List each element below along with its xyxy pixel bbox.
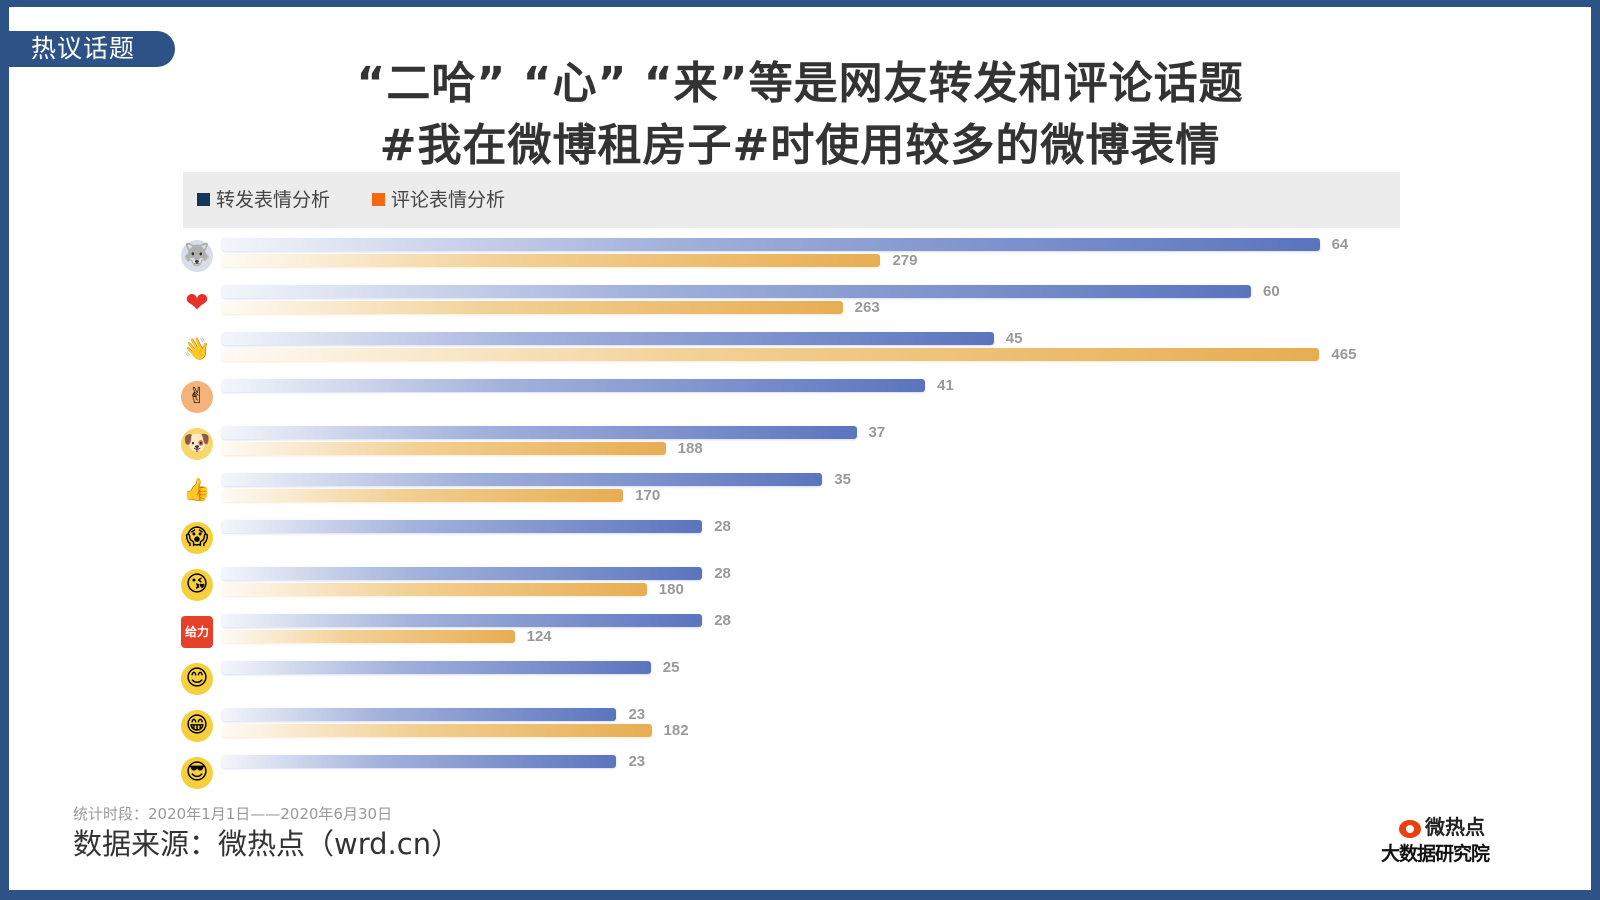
chart-row: 😘 28 180 xyxy=(9,565,1591,611)
data-source: 数据来源：微热点（wrd.cn） xyxy=(73,827,461,861)
legend-item-repost: 转发表情分析 xyxy=(197,172,330,228)
love-you-emoji-icon: 😘 xyxy=(181,569,213,601)
repost-bar xyxy=(222,520,703,533)
comment-value: 182 xyxy=(663,722,689,739)
repost-value: 23 xyxy=(628,753,646,770)
legend-swatch-repost-icon xyxy=(197,192,210,206)
repost-bar xyxy=(222,661,651,674)
chart-title-line2: #我在微博租房子#时使用较多的微博表情 xyxy=(379,120,1221,171)
comment-value: 180 xyxy=(658,581,684,598)
chart-row: 😁 23 182 xyxy=(9,706,1591,752)
comment-value: 465 xyxy=(1331,346,1357,363)
repost-value: 28 xyxy=(714,518,731,535)
repost-bar xyxy=(222,426,857,439)
comment-bar xyxy=(222,442,666,455)
repost-value: 28 xyxy=(714,565,731,582)
repost-value: 25 xyxy=(662,659,680,676)
comment-bar xyxy=(222,489,624,502)
geili-emoji-icon: 给力 xyxy=(181,616,213,648)
comment-bar xyxy=(222,583,647,596)
chart-row: ✌ 41 xyxy=(9,377,1591,423)
thumbs-up-emoji-icon: 👍 xyxy=(183,478,211,503)
chart-row: 😎 23 xyxy=(9,753,1591,799)
come-hand-emoji-icon: 👋 xyxy=(183,337,211,362)
repost-value: 23 xyxy=(628,706,646,723)
shocked-emoji-icon: 😱 xyxy=(181,522,213,554)
section-tag: 热议话题 xyxy=(9,31,175,67)
chart-row: 😊 25 xyxy=(9,659,1591,705)
statistics-period: 统计时段：2020年1月1日——2020年6月30日 xyxy=(73,805,393,823)
doge-emoji-icon: 🐶 xyxy=(181,428,213,460)
logo-top: 微热点 xyxy=(1399,811,1485,840)
slide: 热议话题 “二哈” “心” “来”等是网友转发和评论话题 #我在微博租房子#时使… xyxy=(9,7,1591,890)
heart-emoji-icon: ❤ xyxy=(185,286,209,319)
repost-value: 60 xyxy=(1263,283,1280,300)
repost-bar xyxy=(222,567,703,580)
cool-sunglasses-emoji-icon: 😎 xyxy=(181,757,213,789)
comment-value: 170 xyxy=(635,487,661,504)
legend-item-comment: 评论表情分析 xyxy=(372,172,505,228)
comment-bar xyxy=(222,348,1320,361)
repost-value: 41 xyxy=(937,377,954,394)
repost-bar xyxy=(222,755,617,768)
repost-value: 37 xyxy=(868,424,886,441)
repost-value: 35 xyxy=(834,471,851,488)
repost-value: 45 xyxy=(1005,330,1023,347)
logo-name: 微热点 xyxy=(1425,815,1485,839)
yeah-hands-emoji-icon: ✌ xyxy=(181,381,213,413)
repost-bar xyxy=(222,614,703,627)
repost-value: 64 xyxy=(1331,236,1349,253)
comment-value: 124 xyxy=(526,628,552,645)
chart-row: 🐺 64 279 xyxy=(9,236,1591,282)
comment-bar xyxy=(222,254,881,267)
weirediandian-logo: 微热点 大数据研究院 xyxy=(1381,811,1531,871)
husky-emoji-icon: 🐺 xyxy=(181,240,213,272)
repost-bar xyxy=(222,379,926,392)
comment-bar xyxy=(222,301,843,314)
chart-row: 😱 28 xyxy=(9,518,1591,564)
repost-bar xyxy=(222,238,1320,251)
legend-label-comment: 评论表情分析 xyxy=(391,189,506,211)
comment-value: 263 xyxy=(854,299,880,316)
comment-value: 188 xyxy=(677,440,703,457)
repost-bar xyxy=(222,285,1251,298)
weibo-eye-icon xyxy=(1399,819,1421,838)
grin-emoji-icon: 😁 xyxy=(181,710,213,742)
chart-title-line1: “二哈” “心” “来”等是网友转发和评论话题 xyxy=(356,58,1244,109)
chart-row: 🐶 37 188 xyxy=(9,424,1591,470)
repost-bar xyxy=(222,473,823,486)
repost-value: 28 xyxy=(714,612,731,629)
comment-bar xyxy=(222,630,515,643)
comment-bar xyxy=(222,724,652,737)
chart-row: 👍 35 170 xyxy=(9,471,1591,517)
logo-subtitle: 大数据研究院 xyxy=(1381,843,1490,865)
legend-swatch-comment-icon xyxy=(372,192,385,206)
repost-bar xyxy=(222,332,994,345)
chart-row: ❤ 60 263 xyxy=(9,283,1591,329)
legend-label-repost: 转发表情分析 xyxy=(216,189,331,211)
comment-value: 279 xyxy=(892,252,918,269)
shy-emoji-icon: 😊 xyxy=(181,663,213,695)
chart-row: 👋 45 465 xyxy=(9,330,1591,376)
repost-bar xyxy=(222,708,617,721)
chart-legend: 转发表情分析 评论表情分析 xyxy=(183,172,1400,228)
chart-row: 给力 28 124 xyxy=(9,612,1591,658)
